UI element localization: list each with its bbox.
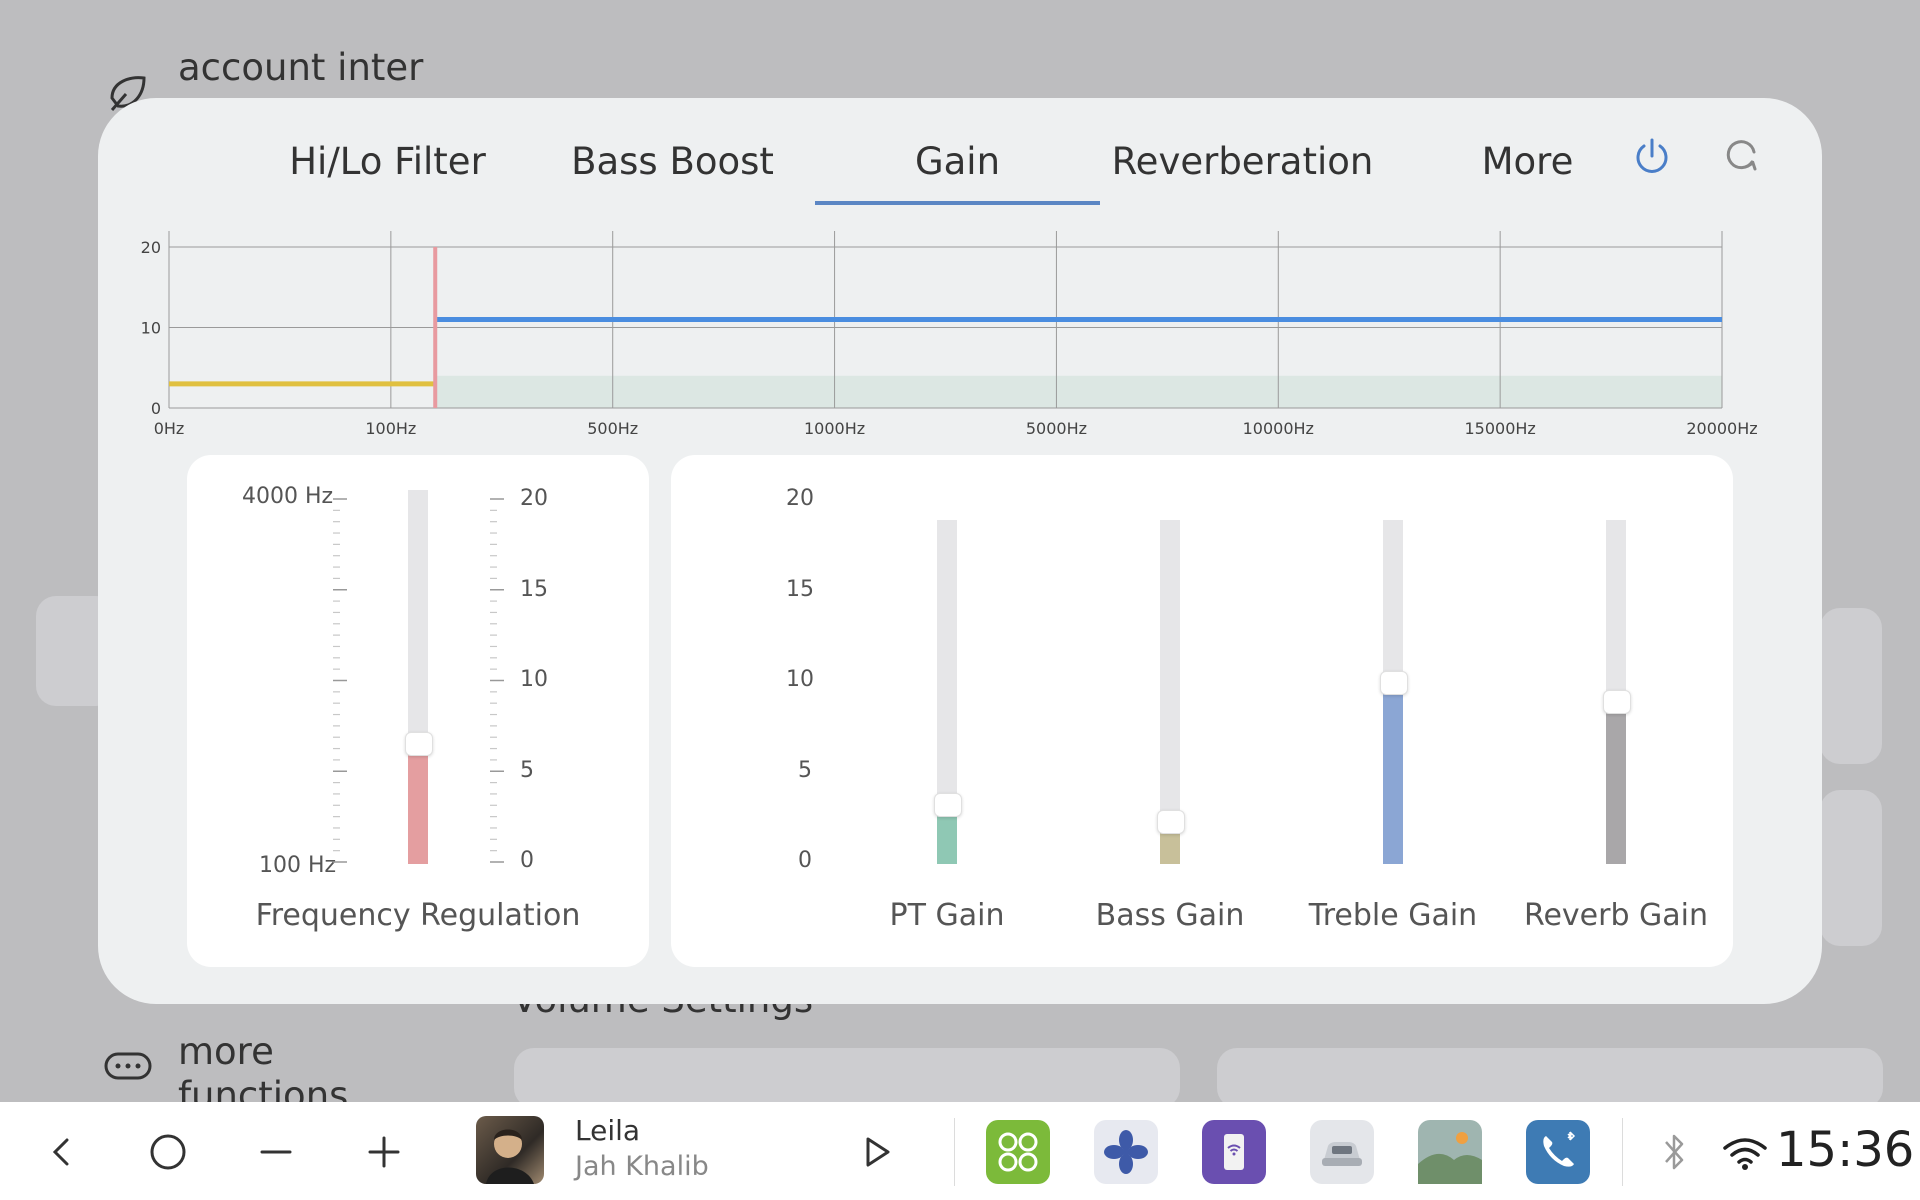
frequency-scale-label: 0 <box>520 848 534 873</box>
frequency-regulation-caption: Frequency Regulation <box>255 898 581 933</box>
bass-gain-slider-fill <box>1160 824 1180 864</box>
reverb-gain-slider-fill <box>1606 704 1626 864</box>
plus-icon <box>368 1136 400 1168</box>
gain-scale-label: 5 <box>798 757 812 783</box>
chart-x-tick-label: 100Hz <box>365 419 416 438</box>
gain-scale-label: 20 <box>786 486 814 511</box>
wifi-icon <box>1723 1138 1767 1170</box>
back-button[interactable] <box>32 1122 92 1182</box>
app-launcher-button[interactable] <box>986 1120 1050 1184</box>
landscape-icon <box>1418 1132 1482 1184</box>
reset-icon <box>1726 140 1757 171</box>
gain-panel <box>671 455 1733 967</box>
car-icon <box>1322 1142 1362 1166</box>
album-portrait-icon <box>486 1129 534 1184</box>
tab-bar: Hi/Lo Filter Bass Boost Gain Reverberati… <box>245 125 1670 205</box>
bass-gain-slider-handle[interactable] <box>1157 810 1185 835</box>
phone-bluetooth-icon <box>1543 1131 1576 1167</box>
taskbar-divider-2 <box>1622 1118 1623 1186</box>
chart-y-tick-label: 20 <box>141 238 161 257</box>
home-button[interactable] <box>138 1122 198 1182</box>
freq-max-label: 4000 Hz <box>242 484 334 509</box>
frequency-scale-label: 5 <box>520 757 534 783</box>
fan-icon <box>1104 1130 1148 1174</box>
vehicle-button[interactable] <box>1310 1120 1374 1184</box>
gain-scale-label: 15 <box>786 576 814 602</box>
tab-hi-lo-filter[interactable]: Hi/Lo Filter <box>289 140 486 183</box>
chart-x-tick-label: 10000Hz <box>1243 419 1314 438</box>
apps-grid-icon <box>998 1132 1038 1172</box>
volume-down-button[interactable] <box>246 1122 306 1182</box>
phone-button[interactable] <box>1526 1120 1590 1184</box>
treble-gain-slider-fill <box>1383 685 1403 864</box>
account-item: account inter <box>104 46 423 116</box>
phone-mirror-button[interactable] <box>1202 1120 1266 1184</box>
pt-gain-slider-fill <box>937 807 957 864</box>
account-label: account inter <box>178 46 424 89</box>
more-label: more <box>178 1030 274 1073</box>
chart-x-tick-label: 15000Hz <box>1464 419 1535 438</box>
minus-icon <box>260 1150 292 1154</box>
frequency-chart: 0 10 20 0Hz 100Hz 500Hz 1000Hz 5000Hz 10000Hz 150… <box>141 231 1758 438</box>
chart-x-tick-label: 20000Hz <box>1686 419 1757 438</box>
bg-card-right-1 <box>1820 608 1882 764</box>
tab-more[interactable]: More <box>1481 140 1574 183</box>
chart-x-tick-label: 0Hz <box>154 419 185 438</box>
gain-scale-label: 0 <box>798 848 812 873</box>
phone-wifi-icon <box>1224 1134 1244 1170</box>
frequency-scale-label: 20 <box>520 486 548 511</box>
treble-gain-label: Treble Gain <box>1308 898 1478 933</box>
chevron-left-icon <box>52 1138 69 1166</box>
gallery-button[interactable] <box>1418 1120 1482 1184</box>
bass-gain-label: Bass Gain <box>1095 898 1245 933</box>
freq-min-label: 100 Hz <box>259 853 337 878</box>
bg-card-right-2 <box>1820 790 1882 946</box>
tab-gain[interactable]: Gain <box>815 125 1100 205</box>
treble-gain-slider-handle[interactable] <box>1380 671 1408 696</box>
circle-home-icon <box>150 1134 186 1170</box>
chart-y-tick-label: 0 <box>151 399 161 418</box>
taskbar <box>0 1102 1920 1200</box>
reverb-gain-slider-handle[interactable] <box>1603 690 1631 715</box>
chart-x-tick-label: 5000Hz <box>1026 419 1087 438</box>
play-button[interactable] <box>846 1122 906 1182</box>
power-button[interactable] <box>1626 130 1678 182</box>
bg-volume-card-1 <box>514 1048 1180 1108</box>
pt-gain-slider-track[interactable] <box>937 520 957 864</box>
chart-x-tick-label: 1000Hz <box>804 419 865 438</box>
pt-gain-label: PT Gain <box>889 898 1005 933</box>
reverb-gain-label: Reverb Gain <box>1523 898 1709 933</box>
chart-band <box>435 375 1723 408</box>
tab-bass-boost[interactable]: Bass Boost <box>571 140 774 183</box>
more-dots-icon <box>104 1052 152 1080</box>
tab-reverberation[interactable]: Reverberation <box>1111 140 1374 183</box>
clock: 15:36 <box>1776 1122 1915 1178</box>
album-art[interactable] <box>476 1116 544 1184</box>
track-title: Leila <box>575 1114 641 1147</box>
frequency-slider-fill <box>408 746 428 864</box>
bluetooth-icon <box>1665 1134 1684 1170</box>
reset-button[interactable] <box>1716 130 1768 182</box>
track-artist: Jah Khalib <box>575 1151 709 1182</box>
frequency-slider-handle[interactable] <box>405 732 433 757</box>
play-icon <box>866 1137 890 1167</box>
power-icon <box>1636 138 1668 173</box>
bg-volume-card-2 <box>1217 1048 1883 1108</box>
frequency-scale-label: 10 <box>520 667 548 692</box>
pt-gain-slider-handle[interactable] <box>934 793 962 818</box>
volume-up-button[interactable] <box>354 1122 414 1182</box>
taskbar-divider-1 <box>954 1118 955 1186</box>
bass-gain-slider-track[interactable] <box>1160 520 1180 864</box>
frequency-scale-label: 15 <box>520 576 548 602</box>
chart-x-tick-label: 500Hz <box>587 419 638 438</box>
climate-fan-button[interactable] <box>1094 1120 1158 1184</box>
chart-y-tick-label: 10 <box>141 319 161 338</box>
gain-scale-label: 10 <box>786 667 814 692</box>
